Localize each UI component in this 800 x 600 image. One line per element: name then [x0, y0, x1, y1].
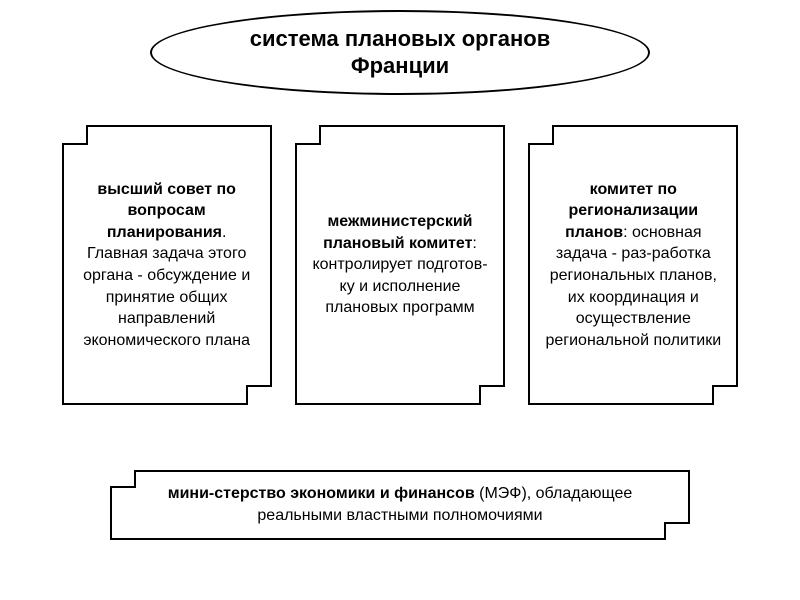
box-title: межминистерский плановый комитет — [323, 213, 472, 252]
box-regionalization-committee: комитет по регионализации планов: основн… — [528, 125, 738, 405]
box-content: мини-стерство экономики и финансов (МЭФ)… — [142, 483, 658, 526]
diagram-title: система плановых органов Франции — [212, 26, 588, 79]
title-ellipse: система плановых органов Франции — [150, 10, 650, 95]
box-supreme-council: высший совет по вопросам планирования. Г… — [62, 125, 272, 405]
box-desc: . Главная задача этого органа - обсужден… — [83, 224, 250, 349]
box-interministerial-committee: межминистерский плановый комитет: контро… — [295, 125, 505, 405]
box-content: межминистерский плановый комитет: контро… — [309, 211, 491, 319]
box-content: высший совет по вопросам планирования. Г… — [76, 179, 258, 352]
box-desc: : основная задача - раз-работка регионал… — [545, 224, 721, 349]
box-content: комитет по регионализации планов: основн… — [542, 179, 724, 352]
organs-row: высший совет по вопросам планирования. Г… — [0, 125, 800, 405]
box-ministry-economy-finance: мини-стерство экономики и финансов (МЭФ)… — [110, 470, 690, 540]
box-title: мини-стерство экономики и финансов — [168, 485, 475, 502]
box-title: высший совет по вопросам планирования — [97, 181, 236, 241]
